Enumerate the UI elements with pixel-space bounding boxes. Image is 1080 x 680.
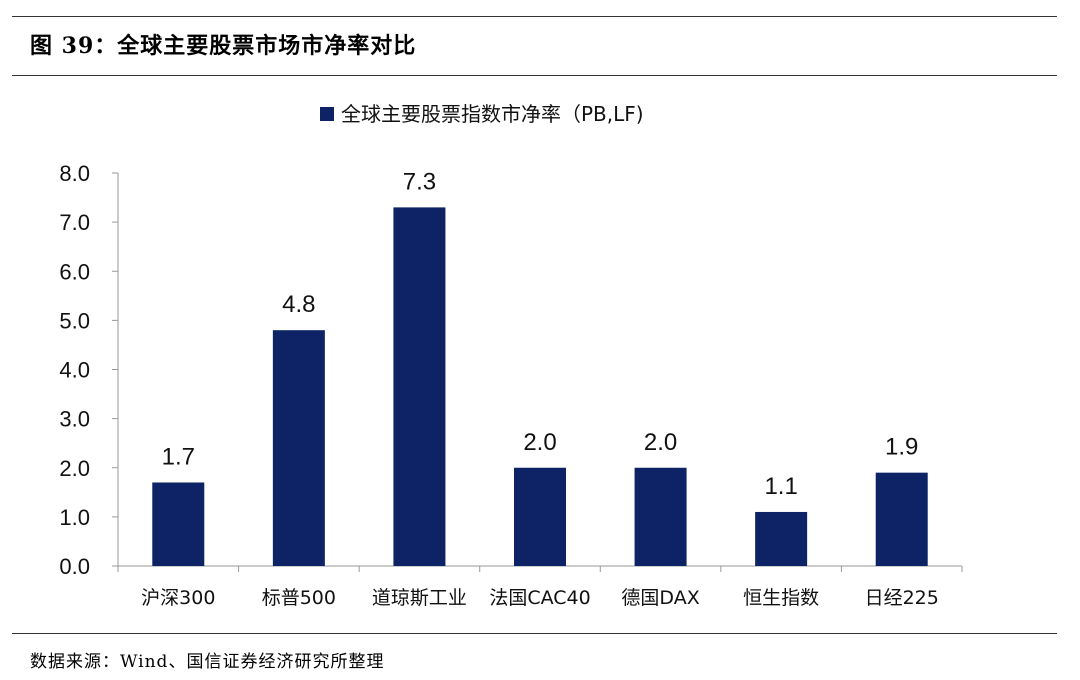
category-label: 标普500 xyxy=(262,587,336,609)
y-tick-label: 4.0 xyxy=(59,358,90,383)
y-tick-label: 5.0 xyxy=(59,308,90,333)
legend-label: 全球主要股票指数市净率（PB,LF) xyxy=(341,102,644,126)
data-label: 2.0 xyxy=(644,429,677,456)
category-label: 法国CAC40 xyxy=(489,587,590,609)
data-label: 1.1 xyxy=(764,473,797,500)
category-label: 沪深300 xyxy=(141,587,215,609)
data-label: 7.3 xyxy=(403,168,436,195)
y-tick-label: 2.0 xyxy=(59,456,90,481)
y-tick-label: 8.0 xyxy=(59,161,90,186)
bar xyxy=(755,511,808,566)
category-label: 恒生指数 xyxy=(743,587,819,609)
bar xyxy=(634,467,687,566)
figure-title: 图 39：全球主要股票市场市净率对比 xyxy=(30,33,417,59)
bar xyxy=(272,330,325,566)
y-tick-label: 6.0 xyxy=(59,259,90,284)
top-rule xyxy=(12,16,1057,17)
bar xyxy=(514,467,566,566)
category-label: 道琼斯工业 xyxy=(372,587,467,609)
bar xyxy=(875,472,928,566)
data-label: 2.0 xyxy=(523,429,556,456)
data-label: 1.9 xyxy=(885,434,918,461)
title-rule xyxy=(12,75,1057,76)
bar xyxy=(393,207,446,566)
bottom-rule xyxy=(12,633,1057,634)
y-tick-label: 1.0 xyxy=(59,505,90,530)
source-note: 数据来源：Wind、国信证券经济研究所整理 xyxy=(30,652,385,672)
bar xyxy=(152,482,205,566)
y-tick-label: 7.0 xyxy=(59,210,90,235)
y-tick-label: 3.0 xyxy=(59,407,90,432)
category-label: 日经225 xyxy=(865,587,939,609)
category-label: 德国DAX xyxy=(621,587,699,609)
y-tick-label: 0.0 xyxy=(59,554,90,579)
bar-chart: 全球主要股票指数市净率（PB,LF) 0.0 1.0 2.0 3.0 4.0 5.0 6.0 7… xyxy=(59,102,963,609)
data-label: 1.7 xyxy=(162,443,195,470)
legend-swatch xyxy=(320,107,334,121)
data-label: 4.8 xyxy=(282,291,315,318)
